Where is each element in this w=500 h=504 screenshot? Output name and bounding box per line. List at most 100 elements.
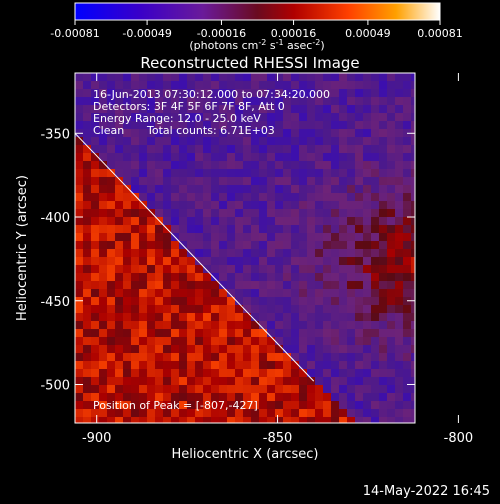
heat-cell — [91, 129, 99, 137]
heat-cell — [379, 129, 387, 137]
heat-cell — [139, 321, 147, 329]
heat-cell — [203, 353, 211, 361]
heat-cell — [107, 369, 115, 377]
heat-cell — [187, 145, 195, 153]
heat-cell — [123, 345, 131, 353]
heat-cell — [339, 401, 347, 409]
heat-cell — [83, 361, 91, 369]
heat-cell — [131, 377, 139, 385]
heat-cell — [179, 81, 187, 89]
heat-cell — [395, 393, 403, 401]
heat-cell — [411, 225, 415, 233]
heat-cell — [259, 385, 267, 393]
heat-cell — [339, 241, 347, 249]
heat-cell — [315, 129, 323, 137]
heat-cell — [115, 337, 123, 345]
heat-cell — [403, 385, 411, 393]
heat-cell — [259, 193, 267, 201]
heat-cell — [259, 273, 267, 281]
heat-cell — [147, 145, 155, 153]
heat-cell — [355, 257, 363, 265]
heat-cell — [267, 89, 275, 97]
heat-cell — [83, 185, 91, 193]
heat-cell — [283, 233, 291, 241]
heat-cell — [171, 313, 179, 321]
heat-cell — [323, 313, 331, 321]
heat-cell — [227, 177, 235, 185]
heat-cell — [339, 209, 347, 217]
heat-cell — [227, 281, 235, 289]
heat-cell — [227, 81, 235, 89]
heat-cell — [283, 153, 291, 161]
heat-cell — [75, 161, 83, 169]
heat-cell — [259, 153, 267, 161]
heat-cell — [91, 297, 99, 305]
heat-cell — [107, 273, 115, 281]
heat-cell — [363, 361, 371, 369]
heat-cell — [299, 281, 307, 289]
heat-cell — [387, 129, 395, 137]
heat-cell — [379, 185, 387, 193]
heat-cell — [403, 121, 411, 129]
heat-cell — [251, 89, 259, 97]
heat-cell — [299, 249, 307, 257]
heat-cell — [275, 177, 283, 185]
heat-cell — [99, 105, 107, 113]
heat-cell — [323, 409, 331, 417]
heat-cell — [299, 265, 307, 273]
heat-cell — [163, 409, 171, 417]
heat-cell — [115, 113, 123, 121]
heat-cell — [259, 89, 267, 97]
heat-cell — [251, 105, 259, 113]
heat-cell — [187, 73, 195, 81]
heat-cell — [131, 265, 139, 273]
heat-cell — [123, 201, 131, 209]
heat-cell — [395, 321, 403, 329]
heat-cell — [91, 81, 99, 89]
heat-cell — [411, 137, 415, 145]
heat-cell — [211, 177, 219, 185]
heat-cell — [259, 249, 267, 257]
heat-cell — [179, 401, 187, 409]
heat-cell — [155, 193, 163, 201]
heat-cell — [115, 385, 123, 393]
heat-cell — [131, 393, 139, 401]
heat-cell — [307, 161, 315, 169]
heat-cell — [291, 97, 299, 105]
heat-cell — [251, 233, 259, 241]
heat-cell — [283, 329, 291, 337]
heat-cell — [75, 121, 83, 129]
heat-cell — [307, 145, 315, 153]
heat-cell — [99, 169, 107, 177]
heat-cell — [283, 241, 291, 249]
heat-cell — [211, 161, 219, 169]
heat-cell — [243, 129, 251, 137]
heat-cell — [107, 201, 115, 209]
heat-cell — [355, 129, 363, 137]
heat-cell — [387, 185, 395, 193]
heat-cell — [371, 281, 379, 289]
heat-cell — [163, 209, 171, 217]
heat-cell — [323, 233, 331, 241]
heat-cell — [331, 345, 339, 353]
heat-cell — [331, 233, 339, 241]
heat-cell — [155, 241, 163, 249]
heat-cell — [83, 273, 91, 281]
heat-cell — [91, 345, 99, 353]
heat-cell — [195, 217, 203, 225]
heat-cell — [91, 97, 99, 105]
heat-cell — [99, 217, 107, 225]
heat-cell — [187, 297, 195, 305]
heat-cell — [203, 337, 211, 345]
heat-cell — [211, 273, 219, 281]
heat-cell — [379, 89, 387, 97]
heat-cell — [235, 145, 243, 153]
heat-cell — [235, 233, 243, 241]
heat-cell — [235, 81, 243, 89]
heat-cell — [195, 249, 203, 257]
heat-cell — [371, 417, 379, 423]
heat-cell — [251, 297, 259, 305]
heat-cell — [283, 217, 291, 225]
heat-cell — [211, 265, 219, 273]
heat-cell — [195, 321, 203, 329]
